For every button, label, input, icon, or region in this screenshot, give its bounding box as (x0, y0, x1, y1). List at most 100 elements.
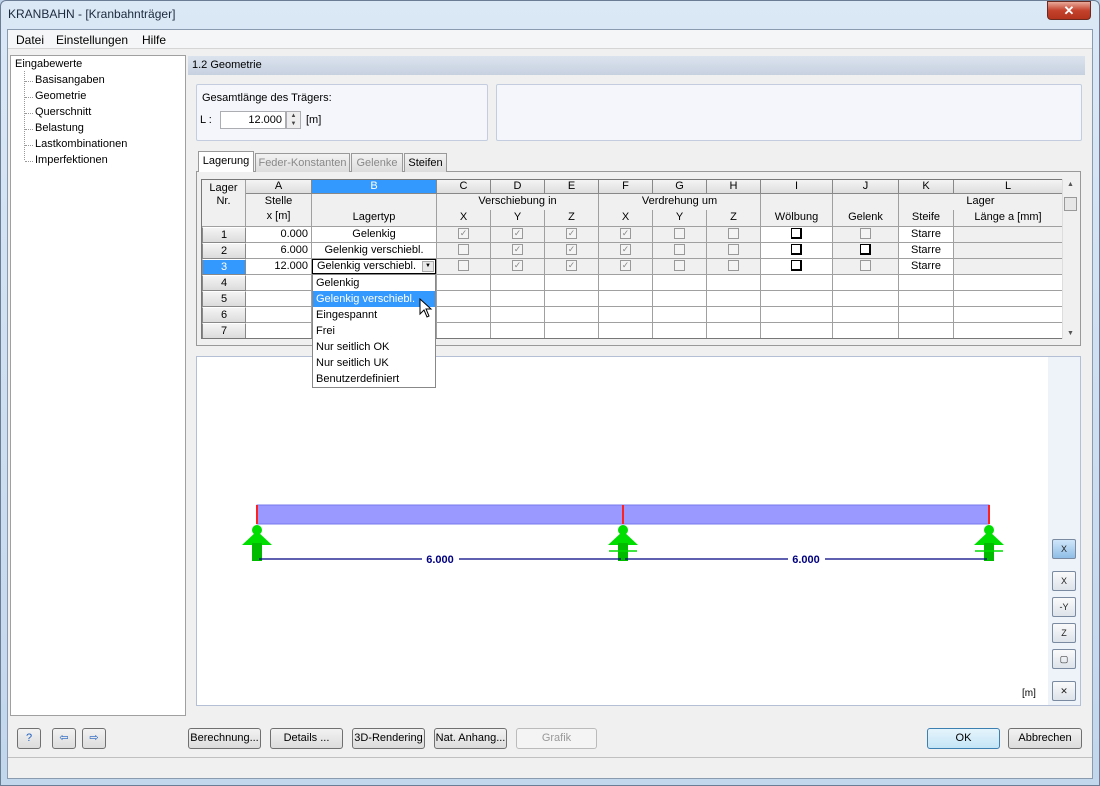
iso-view-icon[interactable]: ▢ (1052, 649, 1076, 669)
cell-j[interactable] (833, 243, 899, 259)
tab-steifen[interactable]: Steifen (404, 153, 447, 172)
next-button[interactable]: ⇨ (82, 728, 106, 749)
cell-lagertyp[interactable] (312, 323, 437, 338)
checkbox-f[interactable]: ✓ (620, 243, 631, 255)
cell-e[interactable]: ✓ (545, 227, 599, 243)
cell-h[interactable] (707, 259, 761, 275)
cell-d[interactable]: ✓ (491, 227, 545, 243)
cell-lagertyp[interactable]: Gelenkig (312, 227, 437, 243)
checkbox-i[interactable] (791, 227, 802, 239)
previous-button[interactable]: ⇦ (52, 728, 76, 749)
checkbox-i[interactable] (791, 259, 802, 271)
cell-g[interactable] (653, 291, 707, 307)
cell-c[interactable] (437, 307, 491, 323)
cell-laenge[interactable] (954, 275, 1062, 291)
table-scrollbar[interactable]: ▲ ▼ (1062, 179, 1078, 339)
column-header-j[interactable]: J (833, 180, 899, 194)
checkbox-g[interactable] (674, 243, 685, 255)
cell-stelle[interactable] (246, 323, 312, 338)
column-header-h[interactable]: H (707, 180, 761, 194)
column-header-g[interactable]: G (653, 180, 707, 194)
checkbox-e[interactable]: ✓ (566, 243, 577, 255)
row-number[interactable]: 6 (202, 307, 246, 323)
cell-stelle[interactable]: 12.000 (246, 259, 312, 275)
axis-x-icon[interactable]: X (1052, 571, 1076, 591)
cell-e[interactable] (545, 323, 599, 338)
cell-g[interactable] (653, 307, 707, 323)
cell-i[interactable] (761, 307, 833, 323)
cell-h[interactable] (707, 275, 761, 291)
cell-laenge[interactable] (954, 307, 1062, 323)
chevron-down-icon[interactable]: ▼ (422, 261, 434, 272)
cell-j[interactable] (833, 227, 899, 243)
cell-laenge[interactable] (954, 323, 1062, 338)
tab-lagerung[interactable]: Lagerung (198, 151, 254, 172)
menu-einstellungen[interactable]: Einstellungen (56, 33, 129, 47)
cell-g[interactable] (653, 227, 707, 243)
cell-h[interactable] (707, 323, 761, 338)
cell-f[interactable] (599, 291, 653, 307)
graphic-view[interactable]: 6.000 6.000 [m] (196, 356, 1049, 706)
cell-c[interactable] (437, 275, 491, 291)
cell-h[interactable] (707, 307, 761, 323)
cell-j[interactable] (833, 291, 899, 307)
checkbox-c[interactable] (458, 243, 469, 255)
cell-stelle[interactable]: 6.000 (246, 243, 312, 259)
column-header-f[interactable]: F (599, 180, 653, 194)
row-number[interactable]: 7 (202, 323, 246, 338)
lagertyp-combo[interactable]: Gelenkig verschiebl. ▼ (312, 259, 436, 274)
cell-c[interactable] (437, 259, 491, 275)
dropdown-option[interactable]: Nur seitlich UK (316, 357, 389, 369)
row-number[interactable]: 1 (202, 227, 246, 243)
zoom-all-icon[interactable]: ✕ (1052, 681, 1076, 701)
cell-j[interactable] (833, 259, 899, 275)
dropdown-option[interactable]: Frei (316, 325, 335, 337)
cell-g[interactable] (653, 323, 707, 338)
cell-d[interactable]: ✓ (491, 259, 545, 275)
checkbox-d[interactable]: ✓ (512, 259, 523, 271)
cell-h[interactable] (707, 227, 761, 243)
cell-stelle[interactable]: 0.000 (246, 227, 312, 243)
cell-i[interactable] (761, 323, 833, 338)
cell-e[interactable] (545, 307, 599, 323)
cell-steife[interactable] (899, 323, 954, 338)
row-number[interactable]: 3 (202, 259, 246, 275)
cell-laenge[interactable] (954, 227, 1062, 243)
cell-stelle[interactable] (246, 291, 312, 307)
cell-steife[interactable] (899, 275, 954, 291)
cell-f[interactable]: ✓ (599, 243, 653, 259)
checkbox-h[interactable] (728, 243, 739, 255)
checkbox-g[interactable] (674, 227, 685, 239)
checkbox-f[interactable]: ✓ (620, 259, 631, 271)
checkbox-d[interactable]: ✓ (512, 243, 523, 255)
help-button[interactable]: ? (17, 728, 41, 749)
cell-steife[interactable] (899, 291, 954, 307)
cell-c[interactable] (437, 323, 491, 338)
cell-steife[interactable]: Starre (899, 227, 954, 243)
cell-j[interactable] (833, 323, 899, 338)
cell-e[interactable] (545, 291, 599, 307)
scroll-down-icon[interactable]: ▼ (1067, 330, 1074, 337)
cell-g[interactable] (653, 259, 707, 275)
checkbox-j[interactable] (860, 243, 871, 255)
cell-steife[interactable] (899, 307, 954, 323)
ok-button[interactable]: OK (927, 728, 1000, 749)
berechnung-button[interactable]: Berechnung... (188, 728, 261, 749)
view-x-icon[interactable]: X (1052, 539, 1076, 559)
dropdown-option[interactable]: Benutzerdefiniert (316, 373, 400, 385)
column-header-l[interactable]: L (954, 180, 1062, 194)
dropdown-option[interactable]: Gelenkig (316, 277, 360, 289)
cell-d[interactable] (491, 323, 545, 338)
cell-f[interactable] (599, 323, 653, 338)
menu-datei[interactable]: Datei (16, 33, 45, 47)
scroll-up-icon[interactable]: ▲ (1067, 181, 1074, 188)
dropdown-option[interactable]: Gelenkig verschiebl. (313, 291, 435, 307)
tree-item-basisangaben[interactable]: Basisangaben (35, 74, 105, 86)
cell-i[interactable] (761, 291, 833, 307)
axis-z-icon[interactable]: Z (1052, 623, 1076, 643)
checkbox-i[interactable] (791, 243, 802, 255)
cell-f[interactable]: ✓ (599, 227, 653, 243)
cell-e[interactable]: ✓ (545, 243, 599, 259)
cell-e[interactable]: ✓ (545, 259, 599, 275)
cell-c[interactable] (437, 243, 491, 259)
